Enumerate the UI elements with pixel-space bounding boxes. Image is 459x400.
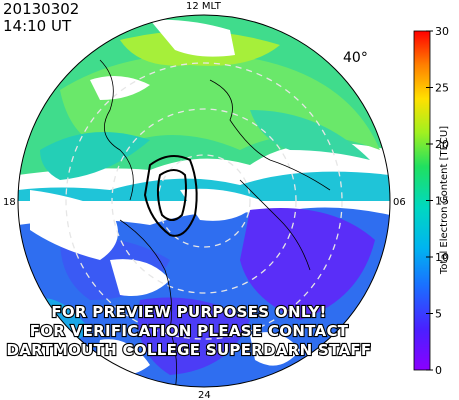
colorbar: 0 5 10 15 20 25 30 Total Electron Content [TEC…	[413, 25, 450, 377]
colorbar-tick-label: 0	[435, 364, 442, 377]
colorbar-tick-label: 25	[435, 82, 449, 95]
time-label: 14:10 UT	[3, 17, 72, 35]
map-boundary	[17, 14, 391, 388]
watermark-line-1: FOR PREVIEW PURPOSES ONLY!	[51, 303, 326, 321]
tec-polar-map	[18, 15, 390, 387]
watermark-line-3: DARTMOUTH COLLEGE SUPERDARN STAFF	[7, 341, 372, 359]
colorbar-tick-label: 20	[435, 138, 449, 151]
colorbar-tick-label: 5	[435, 308, 442, 321]
potential-contours	[143, 155, 198, 237]
colorbar-title: Total Electron Content [TECU]	[439, 126, 450, 275]
colorbar-tick-label: 15	[435, 195, 449, 208]
mlt-label-bottom: 24	[198, 390, 211, 400]
latitude-label: 40°	[343, 50, 368, 66]
colorbar-ticks: 0 5 10 15 20 25 30	[426, 25, 449, 377]
colorbar-tick-label: 10	[435, 251, 449, 264]
preview-watermark: FOR PREVIEW PURPOSES ONLY! FOR VERIFICAT…	[5, 302, 372, 360]
coastlines	[99, 59, 331, 387]
watermark-line-2: FOR VERIFICATION PLEASE CONTACT	[30, 322, 349, 340]
mlt-label-top: 12 MLT	[186, 1, 222, 12]
date-label: 20130302	[3, 0, 79, 18]
mlt-label-left: 18	[3, 197, 16, 208]
colorbar-tick-label: 30	[435, 25, 449, 38]
mlt-label-right: 06	[393, 197, 406, 208]
